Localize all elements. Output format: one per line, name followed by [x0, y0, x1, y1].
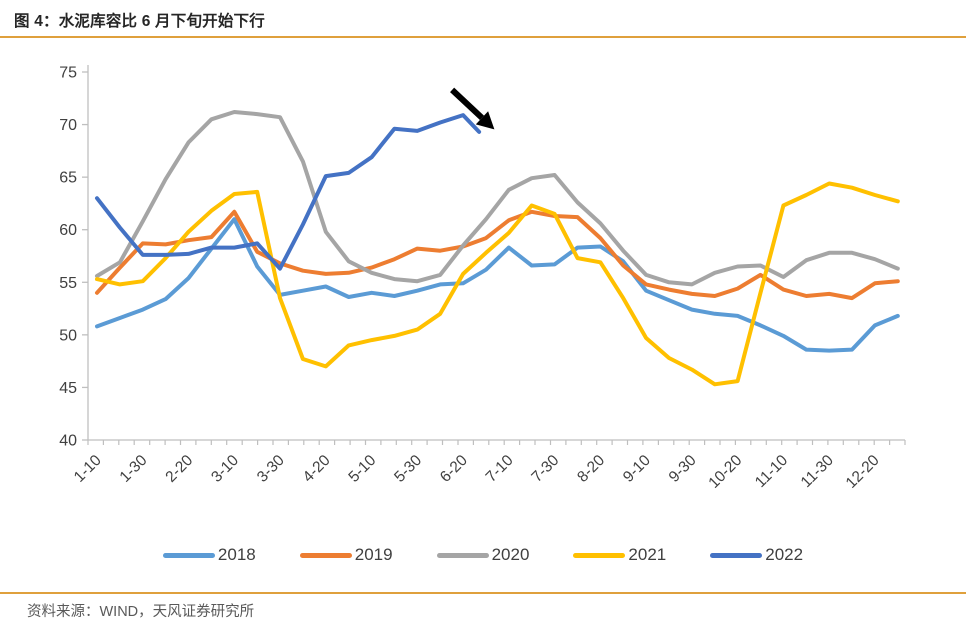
x-tick-label: 3-10: [208, 452, 242, 486]
x-tick-label: 6-20: [437, 452, 471, 486]
legend-item-2018: 2018: [162, 545, 256, 565]
y-tick-label: 60: [59, 222, 77, 239]
legend-swatch-2019: [299, 552, 352, 558]
series-line-2020: [95, 110, 900, 287]
legend-item-2020: 2020: [436, 545, 530, 565]
x-tick-label: 8-20: [574, 452, 608, 486]
y-tick-label: 40: [59, 433, 77, 450]
y-tick-label: 75: [59, 65, 77, 82]
y-tick-label: 70: [59, 117, 77, 134]
legend-item-2021: 2021: [573, 545, 666, 565]
line-chart: 40 45 50 55 60 65 70 75 1-10 1-30 2-20 3-10 3-30 4-20…: [59, 65, 906, 492]
x-tick-label: 1-30: [117, 452, 151, 486]
series-line-2021: [95, 181, 900, 387]
annotation-arrow-head: [475, 111, 495, 130]
x-tick-label: 7-10: [483, 452, 517, 486]
legend-swatch-2021: [573, 552, 626, 558]
y-tick-label: 50: [59, 327, 77, 344]
annotation-arrow-shaft: [450, 87, 485, 120]
y-tick-label: 65: [59, 170, 77, 187]
top-divider: [0, 36, 966, 38]
bottom-divider: [0, 592, 966, 594]
y-tick-label: 45: [59, 380, 77, 397]
x-tick-label: 7-30: [528, 452, 562, 486]
x-tick-label: 5-10: [345, 452, 379, 486]
x-tick-label: 5-30: [391, 452, 425, 486]
y-tick-label: 55: [59, 275, 77, 292]
legend-swatch-2022: [710, 552, 763, 558]
legend-item-2019: 2019: [299, 545, 393, 565]
legend-swatch-2020: [436, 552, 489, 558]
x-tick-label: 10-20: [705, 452, 745, 492]
source-text: 资料来源：WIND，天风证券研究所: [27, 604, 255, 620]
series-line-2018: [95, 217, 900, 353]
legend-label: 2019: [354, 545, 393, 564]
series-line-2022: [95, 113, 482, 271]
legend-label: 2020: [491, 545, 530, 564]
x-tick-label: 2-20: [162, 452, 196, 486]
legend-swatch-2018: [162, 552, 215, 558]
legend-label: 2018: [217, 545, 256, 564]
x-tick-label: 1-10: [71, 452, 105, 486]
legend-item-2022: 2022: [710, 545, 803, 565]
x-tick-label: 11-30: [798, 452, 838, 492]
x-tick-label: 11-10: [752, 452, 792, 492]
x-tick-label: 9-30: [666, 452, 700, 486]
chart-legend: 2018 2019 2020 2021 2022: [0, 538, 966, 572]
x-tick-label: 3-30: [254, 452, 288, 486]
x-tick-label: 4-20: [300, 452, 334, 486]
page-title: 图 4：水泥库容比 6 月下旬开始下行: [14, 13, 265, 30]
legend-label: 2021: [628, 545, 667, 564]
legend-label: 2022: [765, 545, 804, 564]
x-tick-label: 12-20: [843, 452, 883, 492]
x-tick-label: 9-10: [620, 452, 654, 486]
